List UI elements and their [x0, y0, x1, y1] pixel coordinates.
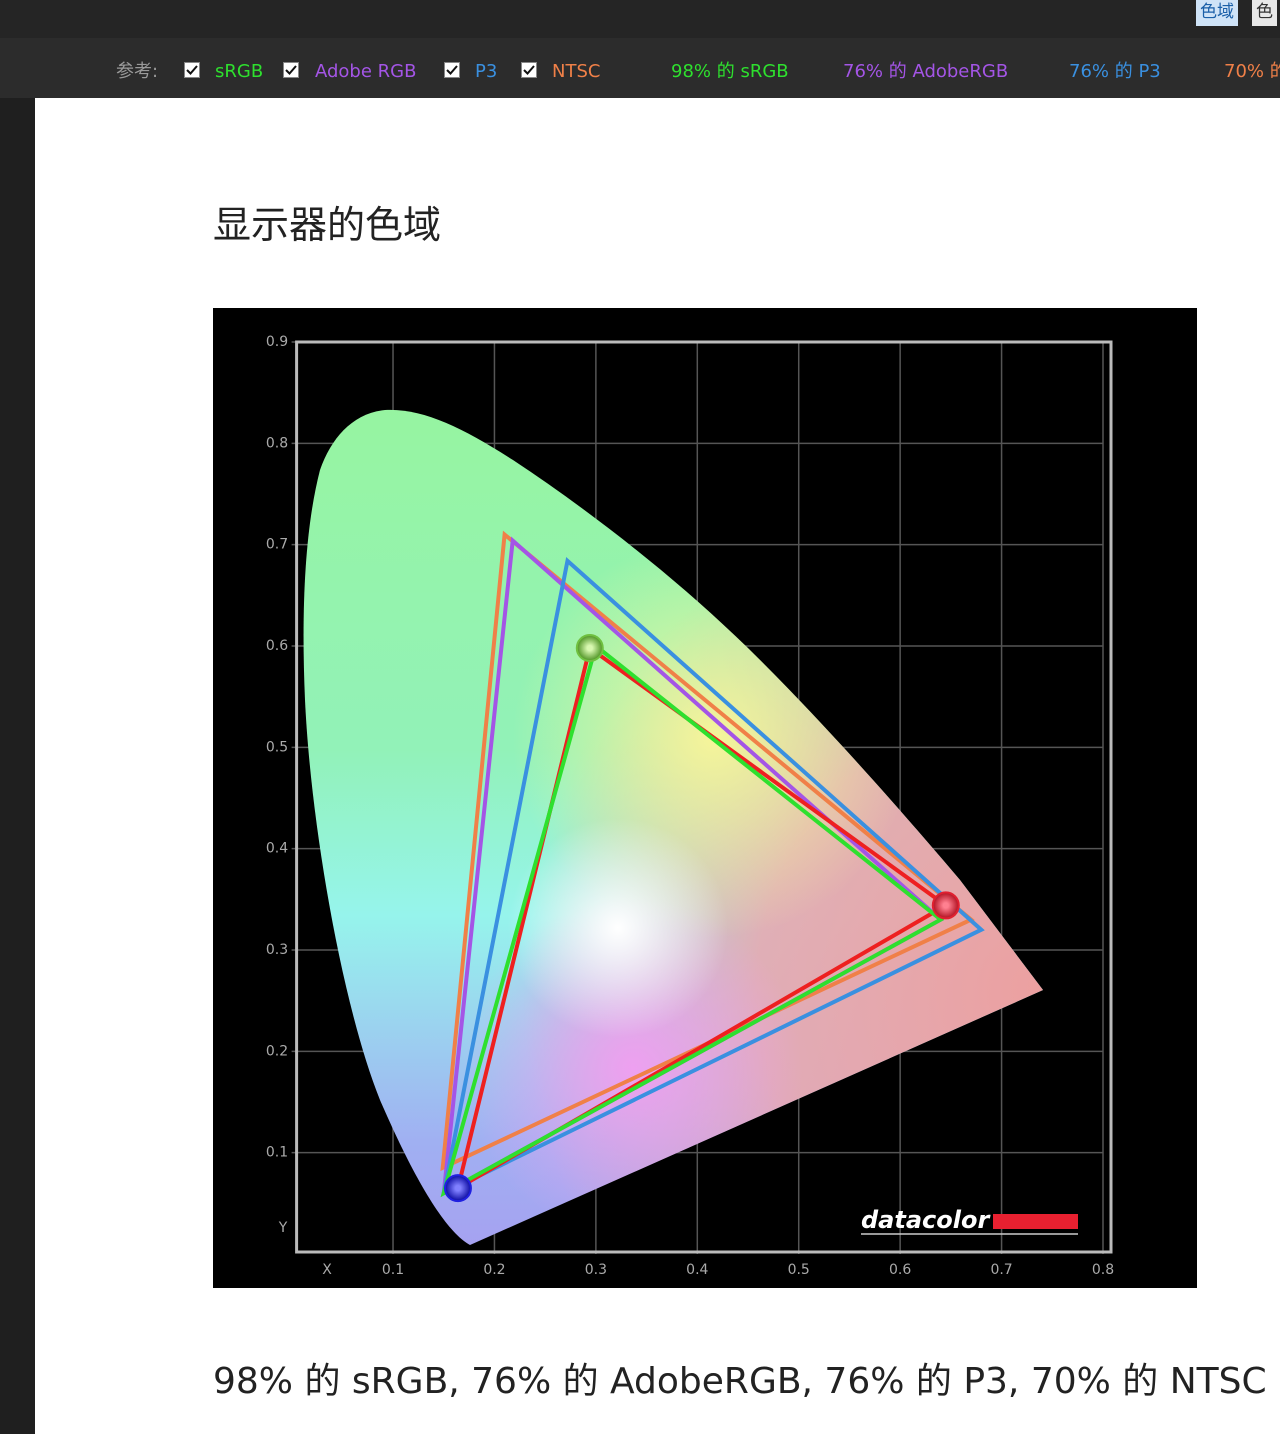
checkbox[interactable]: [444, 62, 460, 78]
y-tick-label: 0.5: [266, 739, 288, 755]
x-tick-label: 0.2: [483, 1262, 505, 1278]
y-tick-label: 0.9: [266, 334, 288, 350]
plot-frame: [295, 340, 1113, 1254]
primary-marker: [443, 1174, 472, 1203]
tab[interactable]: 色域: [1196, 0, 1238, 26]
x-tick-label: 0.3: [585, 1262, 607, 1278]
gamut-chart: datacolor 0.1 0.2 0.3 0.4 0.5 0.6 0.7 0.8 0.1 0.2…: [213, 308, 1197, 1288]
gamut-triangle: [441, 557, 985, 1197]
section-title: 显示器的色域: [213, 203, 442, 247]
x-axis-label: X: [322, 1262, 332, 1278]
y-tick-label: 0.4: [266, 841, 288, 857]
x-tick-label: 0.6: [889, 1262, 911, 1278]
top-bar: 色域 色: [0, 0, 1280, 38]
primary-marker: [575, 634, 604, 663]
coverage-caption: 98% 的 sRGB, 76% 的 AdobeRGB, 76% 的 P3, 70…: [213, 1361, 1267, 1402]
logo: datacolor: [861, 1206, 991, 1234]
reference-name[interactable]: sRGB: [215, 61, 264, 82]
reference-name[interactable]: P3: [475, 61, 498, 82]
checkbox[interactable]: [521, 62, 537, 78]
y-axis-label: Y: [278, 1220, 288, 1236]
coverage-value: 76% 的 AdobeRGB: [843, 61, 1009, 82]
x-tick-label: 0.8: [1092, 1262, 1114, 1278]
y-tick-label: 0.3: [266, 942, 288, 958]
y-tick-label: 0.2: [266, 1043, 288, 1059]
coverage-value: 76% 的 P3: [1069, 61, 1161, 82]
y-tick-label: 0.1: [266, 1145, 288, 1161]
primary-marker: [931, 891, 960, 920]
y-tick-label: 0.7: [266, 537, 288, 553]
toolbar: 参考: sRGB Adobe RGB P3 NTSC 98% 的 sRGB 76% 的 A…: [0, 38, 1280, 98]
checkbox[interactable]: [283, 62, 299, 78]
y-tick-label: 0.6: [266, 638, 288, 654]
logo-bar: [993, 1214, 1078, 1229]
reference-name[interactable]: NTSC: [552, 61, 601, 82]
reference-label: 参考:: [116, 61, 159, 82]
gamut-triangle: [440, 642, 945, 1198]
x-tick-label: 0.7: [990, 1262, 1012, 1278]
coverage-value: 70% 的 NTSC: [1224, 61, 1280, 82]
x-tick-label: 0.5: [788, 1262, 810, 1278]
coverage-value: 98% 的 sRGB: [671, 61, 789, 82]
y-tick-label: 0.8: [266, 435, 288, 451]
checkbox[interactable]: [184, 62, 200, 78]
tab[interactable]: 色: [1252, 0, 1277, 26]
reference-name[interactable]: Adobe RGB: [315, 61, 417, 82]
x-tick-label: 0.4: [686, 1262, 708, 1278]
x-tick-label: 0.1: [382, 1262, 404, 1278]
gamut-triangle: [454, 644, 950, 1193]
